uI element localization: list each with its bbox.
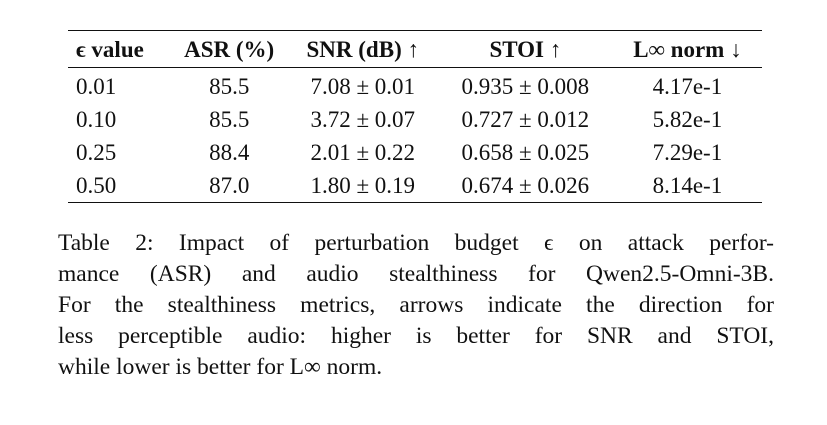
cell-stoi: 0.674 ± 0.026 [461,173,590,198]
table-row: 0.01 85.5 7.08 ± 0.01 0.935 ± 0.008 4.17… [68,68,762,104]
header-stoi: STOI ↑ [489,36,562,62]
cell-asr: 85.5 [209,74,250,99]
cell-snr: 1.80 ± 0.19 [310,173,416,198]
cell-epsilon: 0.50 [76,173,117,198]
results-table: ϵ value ASR (%) SNR (dB) ↑ STOI ↑ L∞ nor… [68,30,762,203]
cell-linf-norm: 4.17e-1 [652,74,723,99]
results-table-container: ϵ value ASR (%) SNR (dB) ↑ STOI ↑ L∞ nor… [68,30,762,203]
cell-stoi: 0.935 ± 0.008 [461,74,590,99]
header-asr: ASR (%) [184,36,275,62]
cell-linf-norm: 5.82e-1 [652,107,723,132]
header-linf-norm: L∞ norm ↓ [633,36,742,62]
cell-snr: 2.01 ± 0.22 [310,140,416,165]
cell-asr: 85.5 [209,107,250,132]
caption-line: For the stealthiness metrics, arrows ind… [58,292,774,318]
caption-line: Table 2: Impact of perturbation budget ϵ… [58,230,774,256]
caption-line: less perceptible audio: higher is better… [58,323,774,349]
caption-line: mance (ASR) and audio stealthiness for Q… [58,261,774,287]
caption-line: while lower is better for L∞ norm. [58,354,383,380]
cell-snr: 3.72 ± 0.07 [310,107,416,132]
table-row: 0.50 87.0 1.80 ± 0.19 0.674 ± 0.026 8.14… [68,169,762,203]
cell-epsilon: 0.01 [76,74,117,99]
cell-stoi: 0.658 ± 0.025 [461,140,590,165]
cell-asr: 88.4 [209,140,250,165]
cell-linf-norm: 7.29e-1 [652,140,723,165]
table-caption: Table 2: Impact of perturbation budget ϵ… [58,228,774,383]
header-epsilon: ϵ value [76,36,144,62]
table-row: 0.25 88.4 2.01 ± 0.22 0.658 ± 0.025 7.29… [68,136,762,169]
cell-epsilon: 0.25 [76,140,117,165]
cell-epsilon: 0.10 [76,107,117,132]
cell-linf-norm: 8.14e-1 [652,173,723,198]
table-header-row: ϵ value ASR (%) SNR (dB) ↑ STOI ↑ L∞ nor… [68,30,762,68]
header-snr: SNR (dB) ↑ [306,36,419,62]
table-row: 0.10 85.5 3.72 ± 0.07 0.727 ± 0.012 5.82… [68,103,762,136]
cell-asr: 87.0 [209,173,250,198]
cell-snr: 7.08 ± 0.01 [310,74,416,99]
cell-stoi: 0.727 ± 0.012 [461,107,590,132]
